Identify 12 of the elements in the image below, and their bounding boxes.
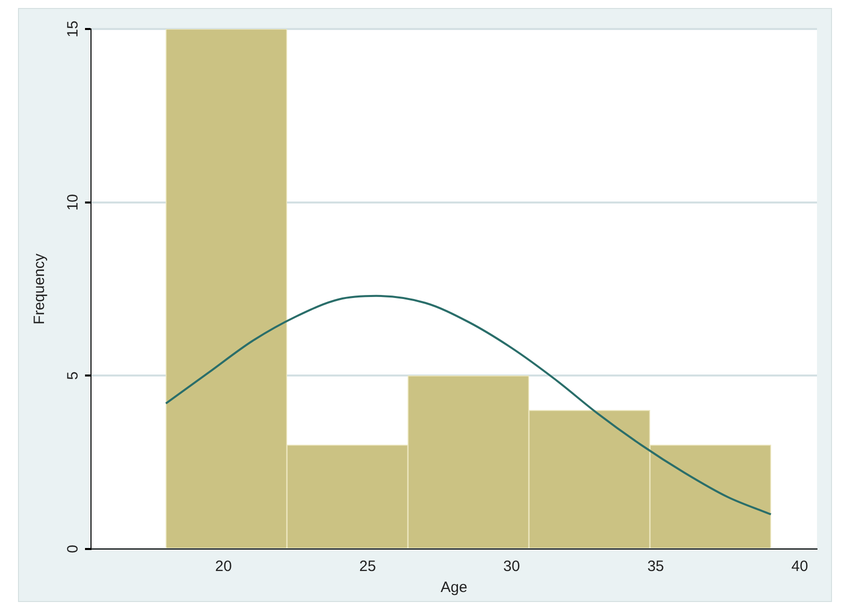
x-axis-title: Age: [440, 579, 468, 596]
y-tick-label: 15: [64, 20, 82, 38]
y-tick-label: 0: [64, 544, 82, 554]
y-tick-label: 5: [64, 371, 82, 380]
x-tick-label: 30: [503, 558, 520, 576]
x-tick-label: 40: [791, 558, 808, 576]
x-tick-label: 25: [359, 558, 376, 576]
x-tick-label: 20: [215, 558, 232, 576]
line-series: [164, 294, 772, 516]
y-tick-label: 10: [64, 194, 82, 211]
x-tick-label: 35: [647, 558, 664, 576]
y-axis-title: Frequency: [31, 253, 48, 324]
